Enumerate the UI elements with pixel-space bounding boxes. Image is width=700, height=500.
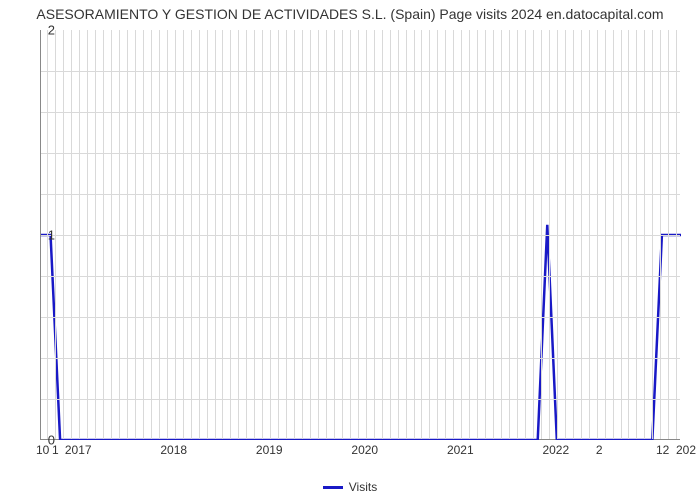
y-tick-label: 1	[48, 228, 55, 243]
x-tick-label: 2018	[160, 443, 187, 457]
chart-title: ASESORAMIENTO Y GESTION DE ACTIVIDADES S…	[0, 6, 700, 22]
overflow-tick-label: 2	[596, 443, 603, 457]
x-tick-label: 2019	[256, 443, 283, 457]
gridline-horizontal	[41, 235, 680, 236]
gridline-horizontal	[41, 276, 680, 277]
overflow-tick-label: 202	[676, 443, 696, 457]
chart-plot-area	[40, 30, 680, 440]
gridline-horizontal	[41, 194, 680, 195]
legend-swatch	[323, 486, 343, 489]
gridline-horizontal	[41, 112, 680, 113]
gridline-horizontal	[41, 399, 680, 400]
legend: Visits	[0, 480, 700, 494]
x-tick-label: 2021	[447, 443, 474, 457]
overflow-tick-label: 10	[36, 443, 49, 457]
overflow-tick-label: 12	[656, 443, 669, 457]
gridline-horizontal	[41, 153, 680, 154]
legend-label: Visits	[349, 480, 377, 494]
overflow-tick-label: 1	[52, 443, 59, 457]
series-line-visits	[41, 225, 681, 440]
gridline-horizontal	[41, 358, 680, 359]
y-tick-label: 2	[48, 23, 55, 38]
x-tick-label: 2020	[351, 443, 378, 457]
x-tick-label: 2022	[542, 443, 569, 457]
x-tick-label: 2017	[65, 443, 92, 457]
gridline-horizontal	[41, 317, 680, 318]
gridline-horizontal	[41, 71, 680, 72]
